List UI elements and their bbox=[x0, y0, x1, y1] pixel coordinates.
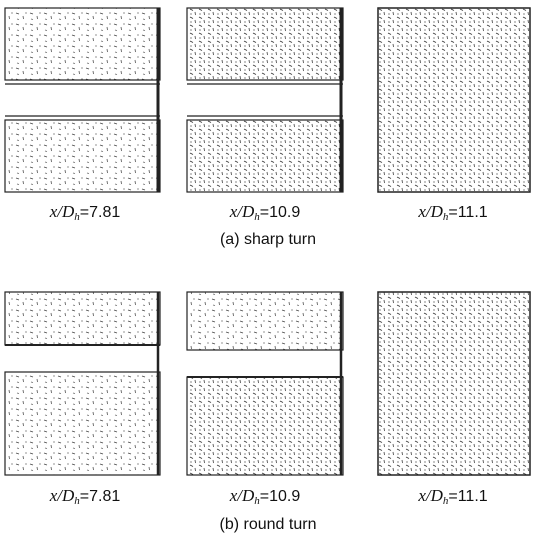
panel bbox=[4, 7, 161, 193]
panel bbox=[4, 291, 161, 476]
label-part: =10.9 bbox=[259, 488, 301, 505]
panel bbox=[377, 291, 531, 476]
panel-label: x/Dh=11.1 bbox=[368, 202, 536, 223]
label-part: h bbox=[442, 495, 449, 507]
panel bbox=[186, 291, 344, 476]
label-part: h bbox=[74, 211, 80, 223]
label-part: x/D bbox=[49, 486, 75, 505]
label-part: x/D bbox=[229, 486, 255, 505]
panel-label: x/Dh=7.81 bbox=[0, 202, 170, 223]
label-part: =7.81 bbox=[79, 204, 121, 221]
panel bbox=[377, 7, 531, 193]
panel-label: x/Dh=10.9 bbox=[180, 202, 350, 223]
caption: (a) sharp turn bbox=[219, 231, 317, 248]
panel-label: x/Dh=7.81 bbox=[0, 486, 170, 507]
label-part: h bbox=[442, 211, 449, 223]
label-part: =10.9 bbox=[259, 204, 301, 221]
label-part: x/D bbox=[229, 202, 255, 221]
caption: (b) round turn bbox=[219, 516, 317, 533]
panel-label: x/Dh=10.9 bbox=[180, 486, 350, 507]
label-part: =7.81 bbox=[79, 488, 121, 505]
label-part: x/D bbox=[418, 486, 443, 505]
label-part: h bbox=[254, 495, 260, 507]
label-part: h bbox=[254, 211, 260, 223]
label-part: x/D bbox=[418, 202, 443, 221]
panel-label: x/Dh=11.1 bbox=[368, 486, 536, 507]
label-part: h bbox=[74, 495, 80, 507]
panel bbox=[186, 7, 344, 193]
label-part: =11.1 bbox=[448, 204, 488, 221]
label-part: =11.1 bbox=[448, 488, 488, 505]
label-part: x/D bbox=[49, 202, 75, 221]
